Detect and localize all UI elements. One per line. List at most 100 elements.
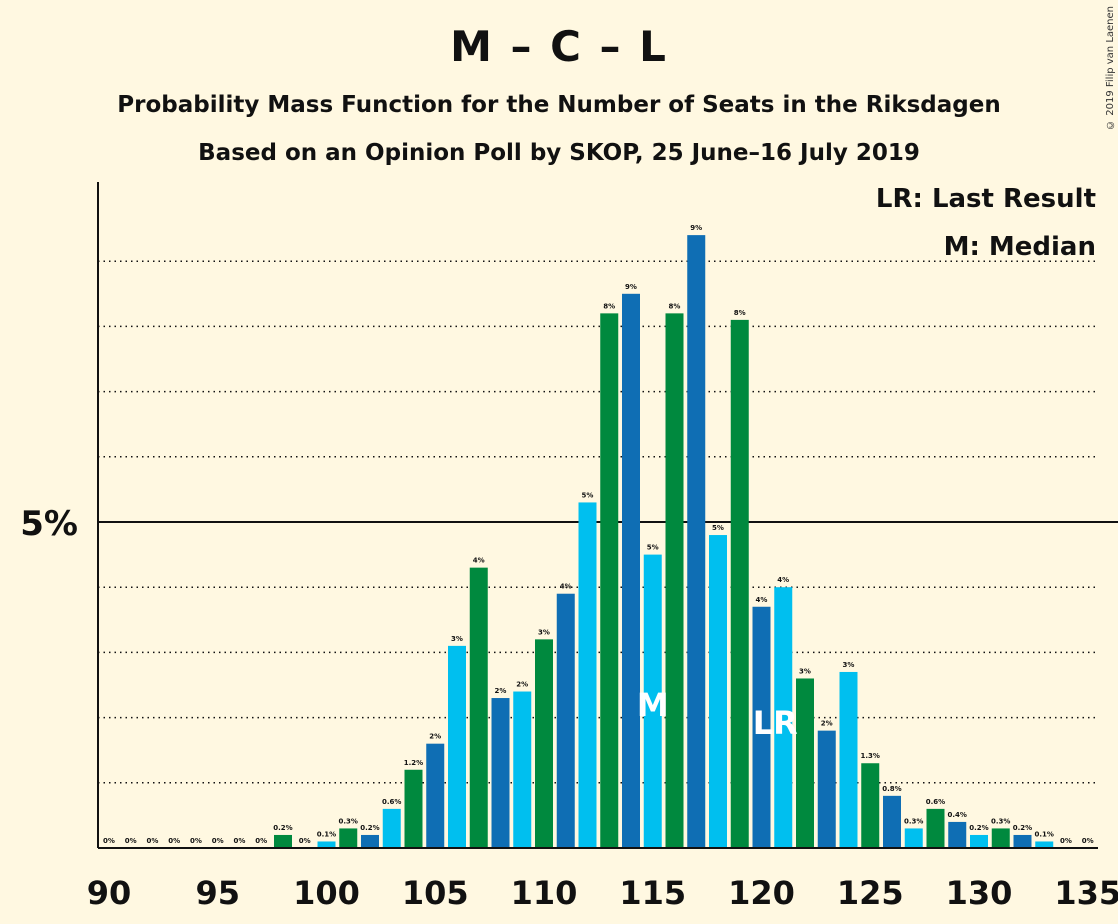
x-tick-label: 115 bbox=[619, 874, 686, 912]
bar-label-126: 0.8% bbox=[882, 785, 901, 793]
x-tick-label: 135 bbox=[1054, 874, 1118, 912]
bar-117 bbox=[687, 235, 706, 848]
bar-label-94: 0% bbox=[190, 837, 202, 845]
bar-133 bbox=[1035, 841, 1054, 848]
bar-label-100: 0.1% bbox=[317, 830, 336, 838]
bar-109 bbox=[513, 691, 532, 848]
bar-107 bbox=[469, 567, 488, 848]
bar-label-97: 0% bbox=[255, 837, 267, 845]
bar-label-131: 0.3% bbox=[991, 817, 1010, 825]
bar-label-114: 9% bbox=[625, 283, 637, 291]
x-tick-label: 95 bbox=[195, 874, 240, 912]
bar-127 bbox=[904, 828, 923, 848]
bar-label-93: 0% bbox=[168, 837, 180, 845]
bar-118 bbox=[709, 535, 727, 848]
bar-98 bbox=[274, 834, 292, 848]
bar-106 bbox=[448, 645, 466, 848]
legend-last-result: LR: Last Result bbox=[875, 184, 1096, 214]
bar-124 bbox=[839, 671, 858, 848]
chart-subtitle-source: Based on an Opinion Poll by SKOP, 25 Jun… bbox=[198, 140, 920, 166]
bar-126 bbox=[883, 795, 901, 848]
bar-label-133: 0.1% bbox=[1035, 830, 1054, 838]
bar-114 bbox=[622, 293, 640, 848]
y-tick-label: 5% bbox=[20, 504, 78, 544]
bar-123 bbox=[817, 730, 836, 848]
x-tick-label: 90 bbox=[87, 874, 132, 912]
bar-label-122: 3% bbox=[799, 667, 811, 675]
bar-label-104: 1.2% bbox=[404, 759, 423, 767]
bar-label-120: 4% bbox=[756, 596, 768, 604]
bar-label-132: 0.2% bbox=[1013, 824, 1032, 832]
bar-label-135: 0% bbox=[1082, 837, 1094, 845]
bar-125 bbox=[861, 763, 880, 848]
chart-subtitle: Probability Mass Function for the Number… bbox=[117, 92, 1001, 118]
bar-label-109: 2% bbox=[516, 681, 528, 689]
x-tick-label: 120 bbox=[728, 874, 795, 912]
bar-131 bbox=[991, 828, 1010, 848]
bar-label-108: 2% bbox=[495, 687, 507, 695]
bar-label-123: 2% bbox=[821, 720, 833, 728]
bar-label-111: 4% bbox=[560, 583, 572, 591]
bar-132 bbox=[1013, 834, 1032, 848]
bar-label-117: 9% bbox=[690, 224, 702, 232]
bar-label-101: 0.3% bbox=[339, 817, 358, 825]
bar-label-130: 0.2% bbox=[969, 824, 988, 832]
bar-label-105: 2% bbox=[429, 733, 441, 741]
x-tick-label: 105 bbox=[402, 874, 469, 912]
bar-label-127: 0.3% bbox=[904, 817, 923, 825]
bar-119 bbox=[730, 319, 749, 848]
bar-label-103: 0.6% bbox=[382, 798, 401, 806]
bar-104 bbox=[404, 769, 423, 848]
bar-label-124: 3% bbox=[843, 661, 855, 669]
bar-121 bbox=[774, 587, 793, 848]
bar-130 bbox=[970, 834, 988, 848]
bar-112 bbox=[578, 502, 597, 848]
bar-116 bbox=[665, 313, 684, 848]
bar-label-115: 5% bbox=[647, 544, 659, 552]
bar-113 bbox=[600, 313, 619, 848]
bar-label-96: 0% bbox=[234, 837, 246, 845]
bar-105 bbox=[426, 743, 445, 848]
bar-103 bbox=[382, 808, 401, 848]
bar-label-121: 4% bbox=[777, 576, 789, 584]
bar-label-129: 0.4% bbox=[948, 811, 967, 819]
bar-129 bbox=[948, 821, 967, 848]
x-tick-label: 125 bbox=[837, 874, 904, 912]
last-result-marker: LR bbox=[753, 704, 798, 742]
chart-title: M – C – L bbox=[450, 22, 668, 71]
bar-label-95: 0% bbox=[212, 837, 224, 845]
x-tick-label: 110 bbox=[511, 874, 578, 912]
x-tick-label: 130 bbox=[946, 874, 1013, 912]
bar-label-110: 3% bbox=[538, 628, 550, 636]
bar-label-112: 5% bbox=[582, 491, 594, 499]
bar-128 bbox=[926, 808, 945, 848]
bar-101 bbox=[339, 828, 358, 848]
bar-label-119: 8% bbox=[734, 309, 746, 317]
bar-115 bbox=[643, 554, 662, 848]
x-tick-label: 100 bbox=[293, 874, 360, 912]
median-marker: M bbox=[637, 686, 669, 724]
bar-label-102: 0.2% bbox=[360, 824, 379, 832]
bar-label-134: 0% bbox=[1060, 837, 1072, 845]
bar-label-118: 5% bbox=[712, 524, 724, 532]
bar-label-125: 1.3% bbox=[861, 752, 880, 760]
bar-label-106: 3% bbox=[451, 635, 463, 643]
bar-110 bbox=[535, 639, 553, 848]
legend-median: M: Median bbox=[943, 232, 1096, 262]
bar-label-98: 0.2% bbox=[273, 824, 292, 832]
bar-label-128: 0.6% bbox=[926, 798, 945, 806]
bar-label-116: 8% bbox=[669, 302, 681, 310]
bar-122 bbox=[796, 678, 814, 848]
bar-100 bbox=[317, 841, 336, 848]
bar-102 bbox=[361, 834, 379, 848]
bar-label-99: 0% bbox=[299, 837, 311, 845]
bar-label-90: 0% bbox=[103, 837, 115, 845]
bar-label-91: 0% bbox=[125, 837, 137, 845]
bar-label-92: 0% bbox=[147, 837, 159, 845]
bar-label-107: 4% bbox=[473, 557, 485, 565]
bar-108 bbox=[491, 698, 510, 848]
bar-111 bbox=[556, 593, 575, 848]
bar-120 bbox=[752, 606, 771, 848]
bar-label-113: 8% bbox=[603, 302, 615, 310]
